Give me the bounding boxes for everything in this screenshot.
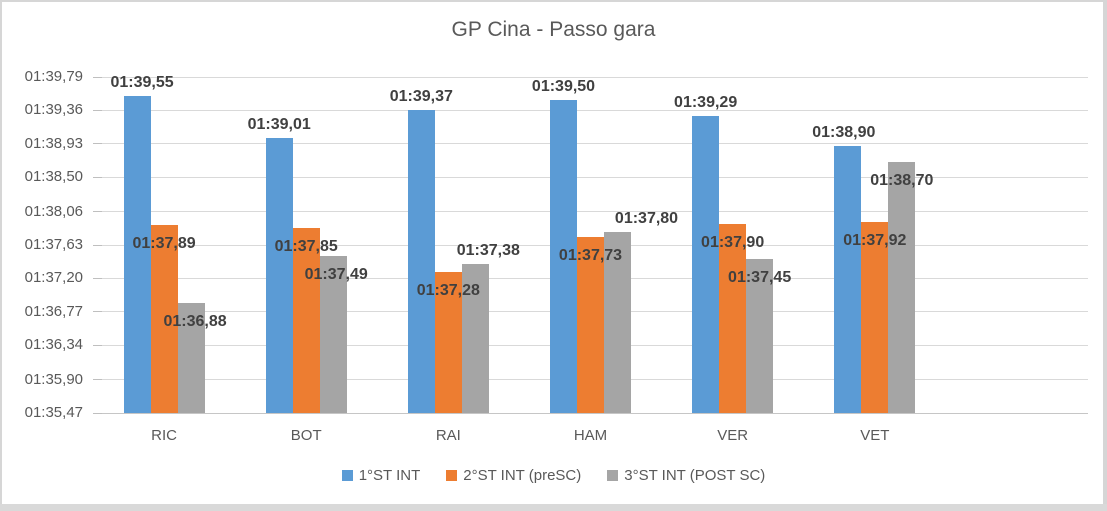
bar-ric-series1[interactable] bbox=[123, 95, 151, 413]
legend-item-label: 2°ST INT (preSC) bbox=[463, 467, 582, 484]
y-axis-tick-label: 01:37,20 bbox=[24, 269, 83, 287]
data-label: 01:38,70 bbox=[870, 171, 934, 189]
data-label: 01:37,49 bbox=[304, 265, 368, 283]
data-label: 01:39,55 bbox=[110, 73, 174, 91]
bar-vet-series2[interactable] bbox=[861, 222, 889, 413]
axis-tick-mark bbox=[93, 244, 102, 246]
data-label: 01:39,29 bbox=[674, 93, 738, 111]
legend-color-swatch bbox=[341, 470, 353, 481]
chart-title: GP Cina - Passo gara bbox=[451, 18, 656, 41]
axis-tick-mark bbox=[93, 311, 102, 313]
x-axis-category-label: VET bbox=[860, 427, 890, 444]
y-axis-tick-label: 01:35,47 bbox=[24, 404, 83, 421]
x-axis-category-label: VER bbox=[717, 427, 749, 444]
bar-rai-series2[interactable] bbox=[434, 272, 462, 413]
bar-ver-series3[interactable] bbox=[746, 259, 774, 413]
bar-vet-series3[interactable] bbox=[888, 161, 916, 413]
data-label: 01:37,85 bbox=[274, 237, 338, 255]
y-axis-tick-label: 01:38,06 bbox=[24, 202, 83, 220]
data-label: 01:38,90 bbox=[812, 124, 876, 142]
bar-bot-series3[interactable] bbox=[319, 255, 347, 413]
axis-tick-mark bbox=[93, 277, 102, 279]
legend-color-swatch bbox=[607, 470, 619, 481]
legend-item-series2[interactable]: 2°ST INT (preSC) bbox=[446, 467, 581, 484]
y-axis-tick-label: 01:38,93 bbox=[24, 134, 83, 152]
bar-ham-series1[interactable] bbox=[550, 99, 577, 413]
x-axis-category-label: BOT bbox=[290, 427, 322, 444]
bar-bot-series2[interactable] bbox=[292, 227, 320, 413]
axis-tick-mark bbox=[93, 76, 102, 78]
x-axis-category-label: HAM bbox=[573, 427, 608, 444]
data-label: 01:37,28 bbox=[416, 282, 480, 300]
y-axis-tick-label: 01:35,90 bbox=[24, 370, 83, 388]
bar-ver-series1[interactable] bbox=[692, 115, 720, 413]
bar-ham-series3[interactable] bbox=[604, 231, 631, 413]
axis-tick-mark bbox=[93, 109, 102, 111]
y-axis-tick-label: 01:39,36 bbox=[24, 101, 83, 119]
gridline bbox=[93, 76, 1088, 78]
data-label: 01:37,73 bbox=[558, 247, 623, 265]
legend-item-series3[interactable]: 3°ST INT (POST SC) bbox=[607, 467, 765, 484]
bar-rai-series1[interactable] bbox=[407, 109, 435, 413]
axis-tick-mark bbox=[93, 211, 102, 213]
bar-ver-series2[interactable] bbox=[719, 224, 747, 413]
y-axis-tick-label: 01:38,50 bbox=[24, 168, 83, 186]
frame-edge-bottom bbox=[0, 504, 1107, 511]
data-label: 01:36,88 bbox=[163, 313, 227, 331]
frame-edge-top bbox=[0, 0, 1107, 2]
legend-item-label: 3°ST INT (POST SC) bbox=[624, 467, 766, 484]
y-axis-tick-label: 01:37,63 bbox=[24, 236, 83, 253]
gridline bbox=[93, 211, 1088, 213]
data-label: 01:37,90 bbox=[701, 234, 765, 251]
data-label: 01:37,80 bbox=[614, 209, 679, 227]
bar-ric-series2[interactable] bbox=[150, 224, 178, 413]
x-axis-category-label: RIC bbox=[151, 427, 177, 444]
y-axis-tick-label: 01:36,34 bbox=[24, 336, 83, 354]
frame-edge-left bbox=[0, 0, 2, 511]
data-label: 01:37,89 bbox=[132, 234, 196, 252]
axis-tick-mark bbox=[93, 412, 102, 414]
legend: 1°ST INT 2°ST INT (preSC) 3°ST INT (POST S… bbox=[0, 467, 1107, 484]
data-label: 01:37,38 bbox=[456, 242, 520, 260]
x-axis-category-label: RAI bbox=[435, 427, 461, 444]
bar-ham-series2[interactable] bbox=[577, 237, 604, 413]
data-label: 01:37,45 bbox=[728, 269, 792, 286]
data-label: 01:39,50 bbox=[531, 77, 596, 95]
legend-item-series1[interactable]: 1°ST INT bbox=[341, 467, 421, 484]
data-label: 01:39,01 bbox=[247, 115, 311, 133]
x-axis-line bbox=[93, 412, 1088, 414]
axis-tick-mark bbox=[93, 344, 102, 346]
bar-ric-series3[interactable] bbox=[177, 303, 205, 413]
bar-rai-series3[interactable] bbox=[461, 264, 489, 413]
legend-item-label: 1°ST INT bbox=[358, 467, 421, 484]
gridline bbox=[93, 176, 1088, 178]
frame-edge-right bbox=[1103, 0, 1107, 511]
y-axis-tick-label: 01:36,77 bbox=[24, 302, 83, 320]
bar-bot-series1[interactable] bbox=[265, 137, 293, 413]
axis-tick-mark bbox=[93, 176, 102, 178]
gridline bbox=[93, 143, 1088, 145]
gridline bbox=[93, 109, 1088, 111]
axis-tick-mark bbox=[93, 379, 102, 381]
y-axis-tick-label: 01:39,79 bbox=[24, 68, 83, 85]
data-label: 01:37,92 bbox=[843, 232, 907, 250]
legend-color-swatch bbox=[446, 470, 458, 481]
data-label: 01:39,37 bbox=[389, 87, 453, 105]
axis-tick-mark bbox=[93, 143, 102, 145]
bar-vet-series1[interactable] bbox=[834, 146, 862, 413]
